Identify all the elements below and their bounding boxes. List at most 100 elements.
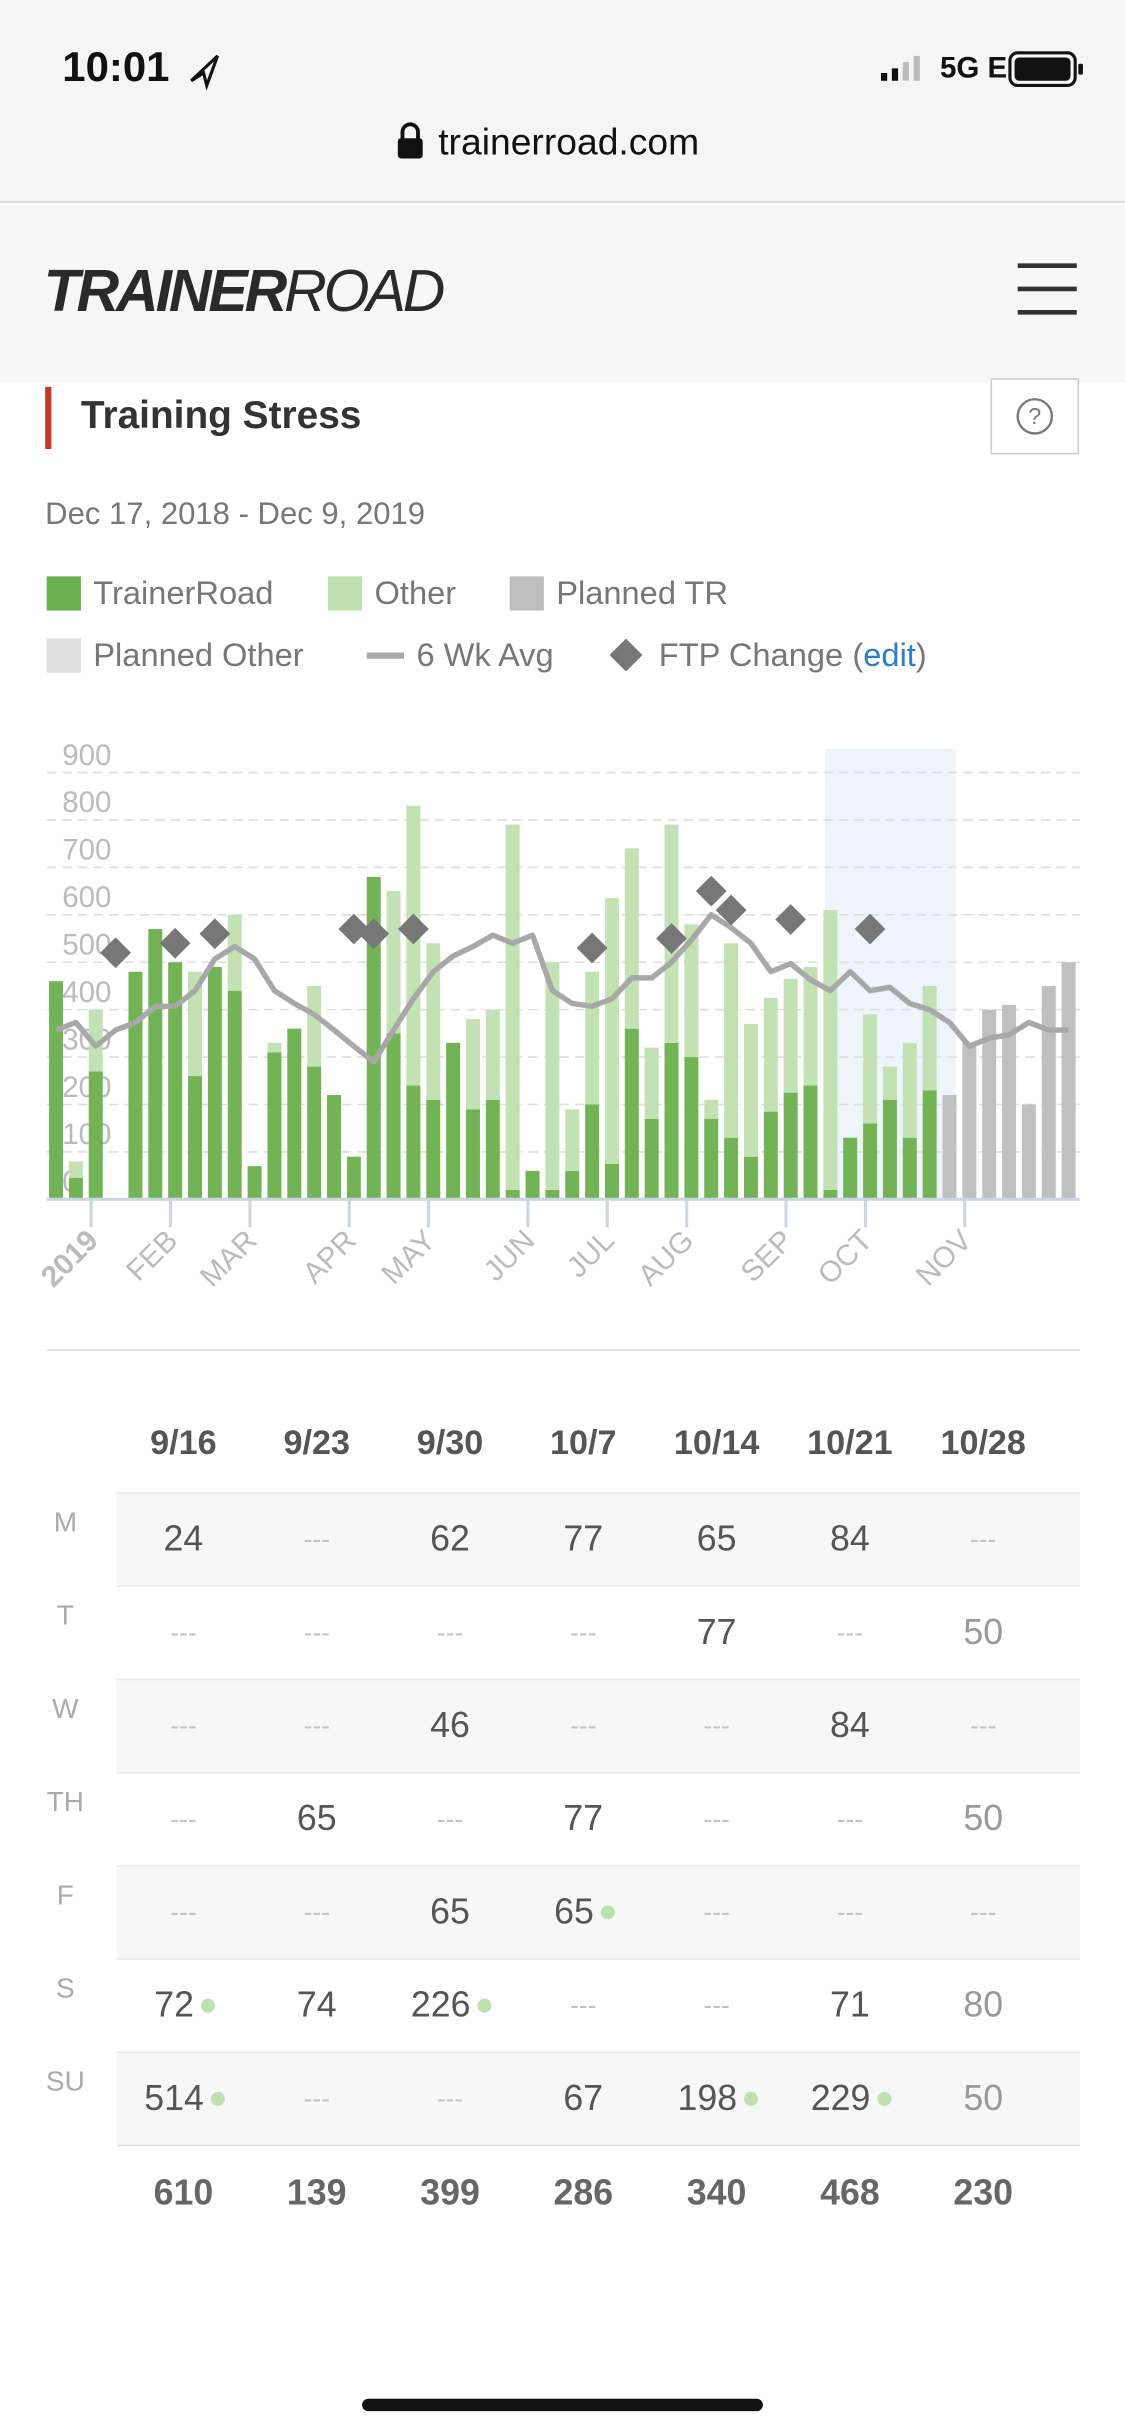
- legend-swatch: [609, 638, 643, 672]
- bar: [783, 1092, 798, 1200]
- bar: [88, 1009, 103, 1072]
- edit-link[interactable]: edit: [863, 636, 916, 673]
- cell: ---: [703, 1897, 729, 1927]
- signal-icon: [880, 55, 920, 81]
- cell: ---: [304, 1711, 330, 1741]
- cell: ---: [170, 1711, 196, 1741]
- logo[interactable]: TRAINERROAD: [44, 258, 447, 324]
- cell: ---: [570, 1617, 596, 1647]
- cell: 65: [697, 1519, 737, 1559]
- bar: [188, 1076, 203, 1200]
- row-background: [116, 2052, 1080, 2146]
- bar: [664, 1042, 679, 1200]
- bar: [327, 1095, 341, 1200]
- x-tick-label: MAY: [375, 1224, 442, 1291]
- legend-label: TrainerRoad: [93, 574, 273, 611]
- cell: ---: [170, 1897, 196, 1927]
- bar: [465, 1019, 480, 1110]
- day-label: SU: [46, 2066, 85, 2097]
- bar: [366, 876, 381, 1200]
- cell: ---: [437, 1804, 463, 1834]
- browser-bar: [0, 0, 1125, 202]
- cell: ---: [437, 1617, 463, 1647]
- legend-label: Planned Other: [93, 636, 303, 673]
- legend-swatch: [509, 576, 544, 611]
- x-tick-label: APR: [297, 1224, 363, 1290]
- column-header: 10/14: [674, 1424, 759, 1462]
- bar: [724, 1137, 739, 1200]
- cell: ---: [970, 1711, 996, 1741]
- bar: [406, 805, 421, 1086]
- bar: [922, 985, 937, 1091]
- week-total: 340: [687, 2173, 747, 2213]
- bar: [267, 1052, 282, 1200]
- cell: 50: [963, 1798, 1003, 1838]
- help-icon: ?: [1028, 403, 1041, 429]
- bar: [704, 1118, 719, 1200]
- battery-icon: [1008, 51, 1083, 87]
- bar: [545, 962, 560, 1190]
- cell: 74: [297, 1985, 337, 2025]
- legend-text: TrainerRoad: [93, 574, 273, 611]
- column-header: 10/21: [807, 1424, 892, 1462]
- cell: ---: [703, 1804, 729, 1834]
- day-label: TH: [47, 1786, 84, 1817]
- date-range: Dec 17, 2018 - Dec 9, 2019: [45, 496, 425, 531]
- bar: [386, 1033, 401, 1200]
- cell: 24: [164, 1519, 204, 1559]
- bar: [585, 1104, 600, 1200]
- clock: 10:01: [62, 43, 169, 90]
- bar: [624, 848, 639, 1029]
- bar: [863, 1014, 878, 1124]
- cell: ---: [570, 1990, 596, 2020]
- y-tick-label: 500: [62, 928, 111, 961]
- bar: [724, 943, 739, 1138]
- cell: 65: [297, 1798, 337, 1838]
- week-total: 139: [287, 2173, 347, 2213]
- week-total: 468: [820, 2173, 880, 2213]
- help-button[interactable]: ?: [990, 378, 1080, 455]
- bar: [763, 997, 778, 1112]
- bar: [823, 910, 838, 1190]
- bar: [227, 990, 242, 1200]
- legend-text: ): [916, 636, 927, 673]
- legend-text: (: [852, 636, 863, 673]
- cell: 77: [697, 1612, 737, 1652]
- day-label: M: [54, 1506, 77, 1537]
- bar: [565, 1170, 580, 1200]
- cell: ---: [970, 1897, 996, 1927]
- x-tick-label: 2019: [35, 1224, 105, 1294]
- ftp-marker: [398, 913, 429, 945]
- site-header: [0, 203, 1125, 383]
- bar: [743, 1156, 758, 1200]
- legend-swatch: [46, 576, 81, 611]
- bar: [803, 966, 818, 1086]
- bar: [902, 1137, 917, 1200]
- legend-label: Planned TR: [556, 574, 728, 611]
- bar: [604, 1163, 619, 1200]
- x-tick-label: OCT: [812, 1224, 879, 1291]
- cell: 84: [830, 1705, 870, 1745]
- bar: [783, 978, 798, 1093]
- bar: [426, 1099, 441, 1200]
- row-background: [116, 1492, 1080, 1587]
- bar: [882, 1066, 897, 1100]
- column-header: 9/23: [283, 1424, 349, 1462]
- bar: [1002, 1004, 1017, 1200]
- bar: [644, 1047, 659, 1119]
- home-indicator: [362, 2398, 763, 2412]
- bar: [863, 1123, 878, 1200]
- other-dot: [744, 2091, 759, 2106]
- cell: ---: [304, 2083, 330, 2113]
- cell: ---: [437, 2083, 463, 2113]
- logo-light: ROAD: [284, 258, 444, 324]
- chart: 01002003004005006007008009002019FEBMARAP…: [35, 739, 1080, 1294]
- y-tick-label: 600: [62, 881, 111, 914]
- bar: [942, 1095, 957, 1200]
- column-header: 9/16: [150, 1424, 216, 1462]
- menu-button[interactable]: [1017, 263, 1077, 315]
- network: 5G E: [940, 52, 1007, 85]
- bar: [1061, 962, 1076, 1200]
- url[interactable]: trainerroad.com: [438, 120, 699, 162]
